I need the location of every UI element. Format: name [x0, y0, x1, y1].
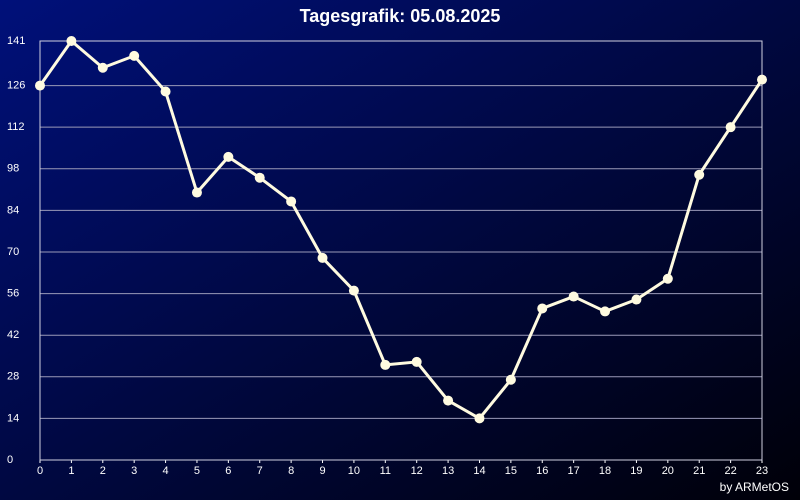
data-point: [505, 374, 516, 385]
data-point: [380, 359, 391, 370]
x-tick-label: 3: [131, 465, 137, 477]
x-tick-label: 2: [100, 465, 106, 477]
y-tick-label: 98: [7, 163, 19, 175]
x-tick-label: 20: [662, 465, 674, 477]
credit: by ARMetOS: [720, 480, 789, 494]
data-point: [286, 196, 297, 207]
data-point: [191, 187, 202, 198]
x-tick-label: 21: [693, 465, 705, 477]
data-point: [725, 122, 736, 133]
y-tick-label: 14: [7, 412, 19, 424]
x-tick-label: 17: [568, 465, 580, 477]
data-point: [348, 285, 359, 296]
x-tick-label: 9: [319, 465, 325, 477]
y-tick-label: 141: [7, 35, 25, 47]
data-point: [254, 172, 265, 183]
x-tick-label: 13: [442, 465, 454, 477]
y-tick-label: 56: [7, 287, 19, 299]
y-tick-label: 126: [7, 79, 25, 91]
data-point: [411, 356, 422, 367]
x-tick-label: 18: [599, 465, 611, 477]
data-point: [662, 273, 673, 284]
data-point: [317, 252, 328, 263]
y-tick-label: 112: [7, 121, 25, 133]
x-tick-label: 6: [225, 465, 231, 477]
x-tick-label: 14: [473, 465, 485, 477]
data-point: [600, 306, 611, 317]
x-tick-label: 15: [505, 465, 517, 477]
data-line: [38, 39, 764, 420]
plot-border: [39, 40, 763, 461]
data-point: [129, 50, 140, 61]
x-tick-label: 22: [724, 465, 736, 477]
x-tick-label: 23: [756, 465, 768, 477]
data-point: [474, 413, 485, 424]
data-point: [160, 86, 171, 97]
data-point: [97, 62, 108, 73]
data-point: [537, 303, 548, 314]
x-tick-label: 7: [257, 465, 263, 477]
x-tick-label: 11: [380, 465, 391, 477]
y-tick-label: 42: [7, 329, 19, 341]
y-tick-label: 28: [7, 371, 19, 383]
y-tick-label: 70: [7, 246, 19, 258]
x-tick-label: 12: [411, 465, 423, 477]
x-tick-label: 8: [288, 465, 294, 477]
data-point: [631, 294, 642, 305]
data-point: [694, 169, 705, 180]
data-point: [66, 36, 77, 46]
y-tick-label: 0: [7, 454, 13, 466]
x-tick-label: 1: [68, 465, 74, 477]
x-tick-label: 4: [163, 465, 169, 477]
data-point: [443, 395, 454, 406]
x-tick-label: 0: [37, 465, 43, 477]
x-tick-label: 5: [194, 465, 200, 477]
chart-title: Tagesgrafik: 05.08.2025: [300, 6, 501, 26]
x-tick-label: 10: [348, 465, 360, 477]
x-tick-label: 19: [630, 465, 642, 477]
y-tick-label: 84: [7, 204, 19, 216]
data-point: [568, 291, 579, 302]
x-tick-label: 16: [536, 465, 548, 477]
data-point: [757, 74, 767, 85]
data-point: [35, 80, 45, 91]
data-point: [223, 151, 234, 162]
